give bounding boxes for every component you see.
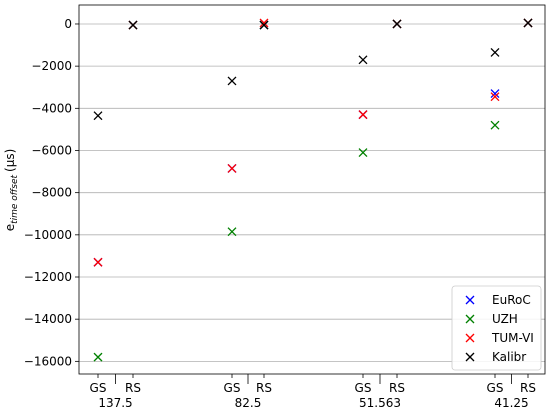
marker-euroc-gs bbox=[490, 89, 500, 99]
plot-frame bbox=[78, 4, 546, 375]
x-group-label: 41.25 bbox=[494, 396, 528, 410]
x-subcategory-label: RS bbox=[520, 381, 536, 395]
marker-tum-vi-gs bbox=[490, 92, 500, 102]
marker-kalibr-rs bbox=[259, 20, 269, 30]
data-markers bbox=[93, 18, 533, 362]
marker-tum-vi-gs bbox=[227, 163, 237, 173]
y-tick-label: −4000 bbox=[31, 101, 72, 115]
x-subcategory-label: GS bbox=[90, 381, 107, 395]
marker-kalibr-gs bbox=[490, 47, 500, 57]
y-axis-label-unit: (µs) bbox=[3, 149, 17, 172]
legend-marker-kalibr bbox=[465, 352, 475, 362]
x-subcategory-label: GS bbox=[355, 381, 372, 395]
legend-box bbox=[451, 285, 542, 371]
marker-kalibr-gs bbox=[93, 111, 103, 121]
y-tick-label: −10000 bbox=[24, 228, 72, 242]
y-tick-label: 0 bbox=[64, 17, 72, 31]
legend-marker-tum-vi bbox=[465, 333, 475, 343]
legend-label: UZH bbox=[492, 312, 518, 326]
x-subcategory-label: RS bbox=[389, 381, 405, 395]
y-tick-label: −16000 bbox=[24, 354, 72, 368]
x-subcategory-label: RS bbox=[125, 381, 141, 395]
legend-label: TUM-VI bbox=[491, 331, 534, 345]
y-axis-label-main: e bbox=[3, 224, 17, 231]
legend: EuRoC UZH TUM-VI Kalibr bbox=[451, 285, 542, 371]
legend-marker-euroc bbox=[465, 295, 475, 305]
x-group-label: 82.5 bbox=[235, 396, 262, 410]
x-group-label: 51.563 bbox=[359, 396, 401, 410]
marker-kalibr-rs bbox=[392, 19, 402, 29]
y-axis-label: etime offset (µs) bbox=[3, 149, 20, 232]
marker-tum-vi-gs bbox=[358, 110, 368, 120]
marker-uzh-gs bbox=[490, 120, 500, 130]
grid-lines bbox=[79, 23, 545, 362]
y-tick-label: −12000 bbox=[24, 270, 72, 284]
marker-kalibr-gs bbox=[358, 55, 368, 65]
y-tick-label: −6000 bbox=[31, 143, 72, 157]
legend-label: Kalibr bbox=[492, 350, 526, 364]
marker-kalibr-rs bbox=[128, 20, 138, 30]
x-subcategory-label: RS bbox=[256, 381, 272, 395]
marker-kalibr-gs bbox=[227, 76, 237, 86]
marker-uzh-gs bbox=[227, 227, 237, 237]
x-group-label: 137.5 bbox=[98, 396, 132, 410]
marker-uzh-gs bbox=[358, 148, 368, 158]
y-axis-label-subscript: time offset bbox=[10, 174, 20, 223]
plot-border bbox=[78, 4, 546, 375]
marker-kalibr-rs bbox=[523, 18, 533, 28]
y-tick-label: −8000 bbox=[31, 186, 72, 200]
y-axis-ticks: 0 −2000 −4000 −6000 −8000 −10000 −12000 −14000 −… bbox=[24, 17, 79, 368]
legend-label: EuRoC bbox=[492, 293, 531, 307]
y-tick-label: −2000 bbox=[31, 59, 72, 73]
marker-uzh-gs bbox=[93, 352, 103, 362]
legend-marker-uzh bbox=[465, 314, 475, 324]
marker-tum-vi-gs bbox=[93, 257, 103, 267]
x-subcategory-label: GS bbox=[487, 381, 504, 395]
marker-tum-vi-rs bbox=[259, 18, 269, 28]
y-tick-label: −14000 bbox=[24, 312, 72, 326]
x-subcategory-label: GS bbox=[224, 381, 241, 395]
